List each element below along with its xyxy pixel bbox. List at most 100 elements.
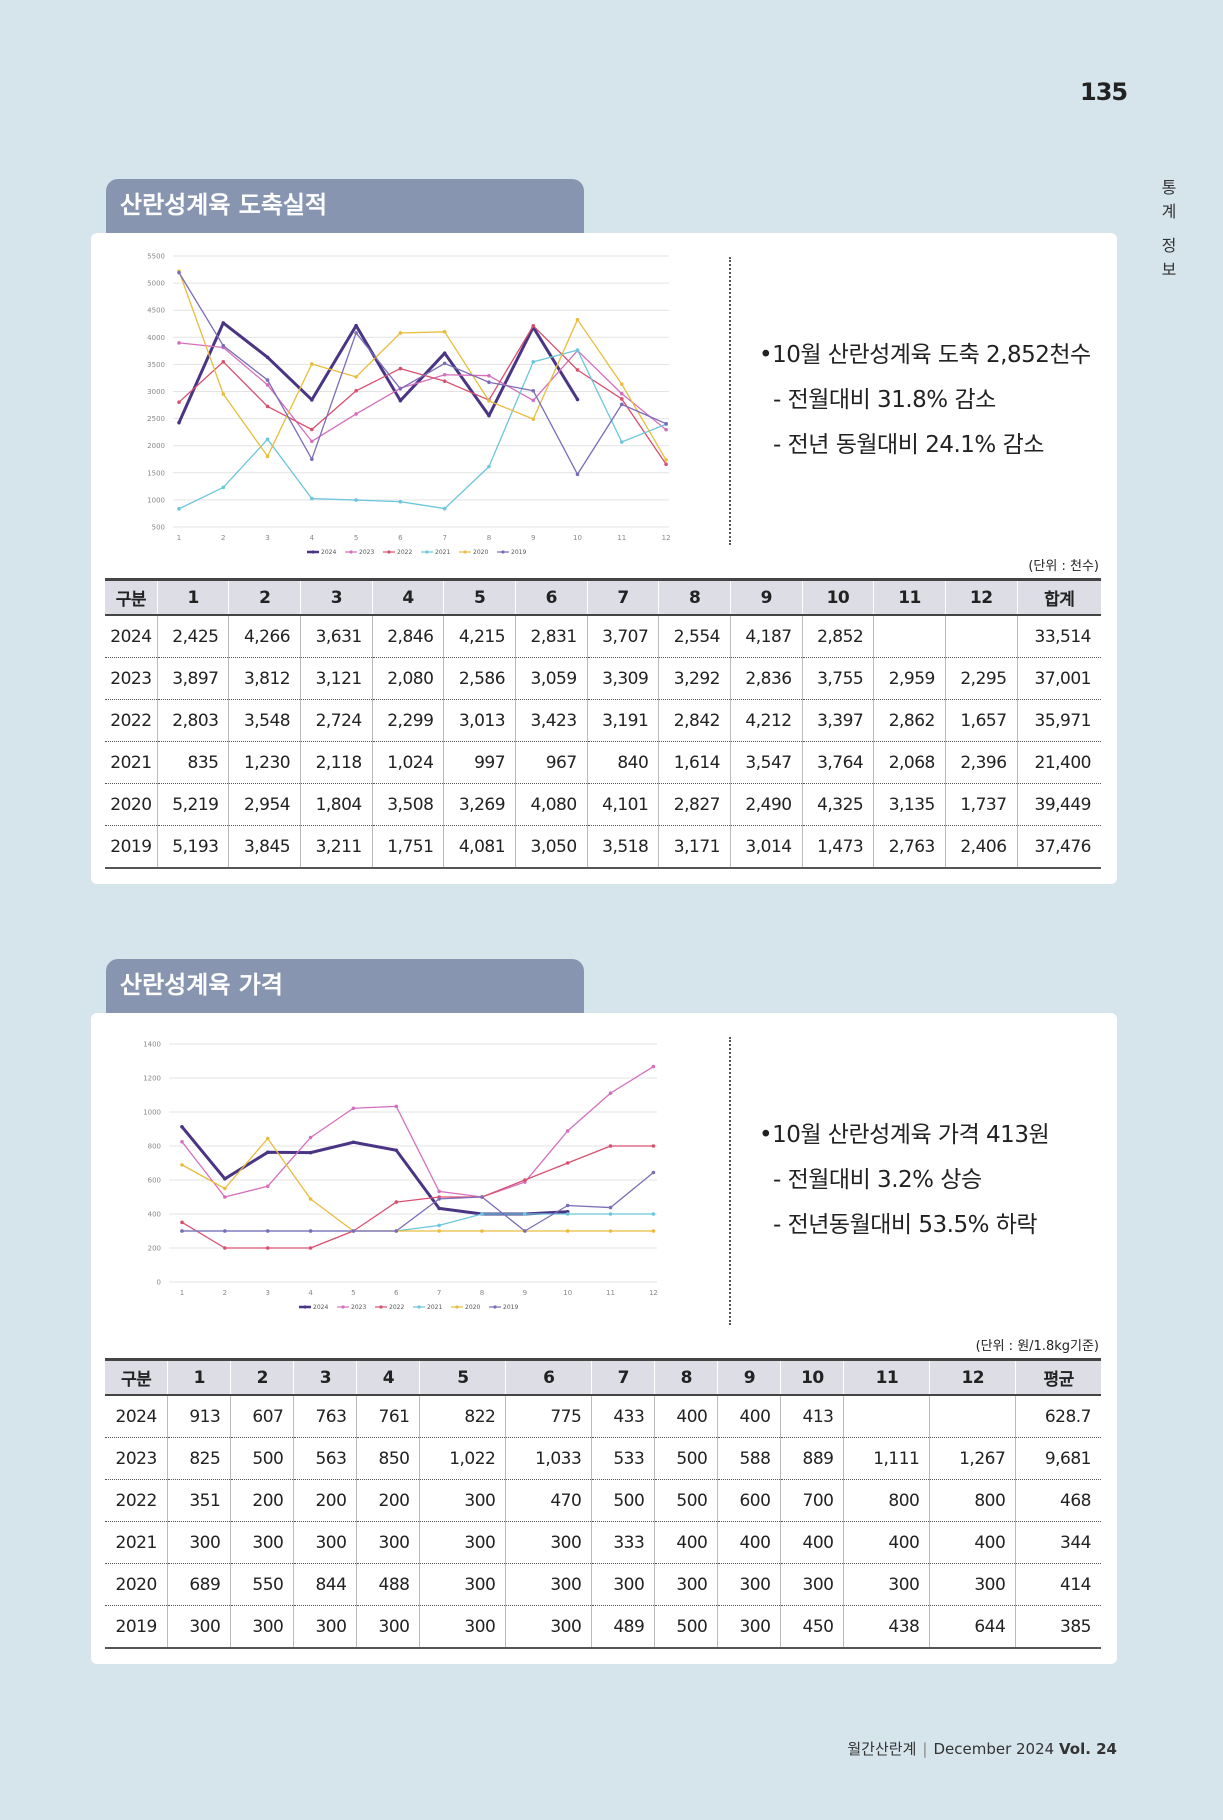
data-point-2023	[664, 427, 668, 432]
data-point-2024	[180, 1124, 184, 1129]
table-cell: 4,266	[228, 615, 301, 658]
table-cell: 3,812	[228, 657, 301, 700]
legend-label: 2020	[473, 549, 488, 556]
table-cell: 1,657	[944, 699, 1018, 742]
data-point-2022	[308, 1246, 313, 1250]
series-line-2021	[182, 1213, 654, 1232]
data-point-2020	[575, 317, 580, 322]
legend-marker-2023	[341, 1305, 345, 1309]
data-point-2024	[575, 397, 580, 402]
data-point-2022	[619, 397, 624, 401]
table-row: 2024 913 607 763 761 822 775 433 400 400 413 628.7	[105, 1395, 1101, 1438]
data-point-2022	[523, 1178, 527, 1182]
series-line-2023	[178, 342, 667, 443]
row-year: 2022	[105, 1479, 168, 1522]
table-cell: 761	[356, 1395, 420, 1438]
data-point-2023	[608, 1091, 613, 1095]
table-cell: 2,852	[801, 615, 874, 658]
table-row: 2020 5,219 2,954 1,804 3,508 3,269 4,080 4,101 2…	[105, 783, 1101, 826]
table-cell: 37,001	[1016, 657, 1101, 700]
x-tick-label: 8	[487, 534, 491, 542]
data-point-2022	[651, 1144, 656, 1148]
y-tick-label: 4000	[147, 334, 165, 342]
table-cell: 835	[156, 741, 229, 784]
data-point-2023	[619, 391, 624, 396]
table-row: 2019 300 300 300 300 300 300 489 500 300 450 438 644…	[105, 1605, 1101, 1649]
y-tick-label: 3500	[147, 361, 165, 369]
slaughter-panel: 500 1000 1500 2000 2500 3000 3500 4000 4500 5000 5…	[91, 233, 1117, 884]
table-cell: 533	[591, 1437, 655, 1480]
column-header: 구분	[115, 590, 147, 610]
table-cell: 489	[591, 1605, 655, 1649]
data-point-2021	[487, 464, 491, 469]
data-point-2021	[608, 1212, 613, 1216]
data-point-2022	[442, 379, 447, 383]
table-cell: 607	[230, 1395, 294, 1438]
data-point-2020	[308, 1197, 313, 1201]
y-tick-label: 800	[148, 1143, 161, 1151]
data-point-2020	[265, 454, 270, 459]
x-tick-label: 10	[573, 534, 582, 542]
y-tick-label: 1400	[143, 1041, 161, 1049]
row-year: 2022	[105, 699, 158, 742]
y-tick-label: 500	[152, 524, 165, 532]
table-cell: 400	[780, 1521, 844, 1564]
data-point-2020	[398, 331, 403, 335]
data-point-2024	[265, 355, 270, 360]
price-table: 구분 1 2 3 4 5 6 7 8 9 10 11 12 평균 2024 913 607 763 761 822 7…	[105, 1358, 1101, 1649]
table-cell: 500	[654, 1479, 718, 1522]
table-cell: 2,406	[944, 825, 1018, 869]
table-cell: 689	[167, 1563, 231, 1606]
row-year: 2023	[105, 1437, 168, 1480]
table-cell: 300	[780, 1563, 844, 1606]
series-line-2023	[181, 1066, 654, 1198]
table-cell: 2,954	[228, 783, 301, 826]
y-tick-label: 400	[148, 1211, 161, 1219]
table-cell: 300	[230, 1521, 294, 1564]
table-cell: 644	[929, 1605, 1016, 1649]
column-header: 1	[167, 1359, 231, 1395]
series-line-2020	[181, 1137, 654, 1232]
data-point-2019	[575, 472, 580, 477]
table-cell: 300	[717, 1563, 781, 1606]
footer-separator: |	[922, 1740, 928, 1758]
data-point-2019	[223, 1229, 227, 1233]
data-point-2021	[565, 1212, 570, 1216]
y-tick-label: 1200	[143, 1075, 161, 1083]
table-cell: 3,211	[300, 825, 373, 869]
legend-marker-2019	[501, 550, 505, 554]
data-point-2020	[437, 1229, 441, 1233]
table-cell: 300	[230, 1605, 294, 1649]
table-row: 2023 3,897 3,812 3,121 2,080 2,586 3,059 3,309 3…	[105, 657, 1101, 700]
column-header: 6	[515, 579, 588, 615]
data-point-2019	[265, 378, 270, 382]
table-cell: 2,846	[371, 615, 444, 658]
table-cell: 2,831	[515, 615, 588, 658]
x-tick-label: 9	[523, 1289, 527, 1297]
series-line-2019	[178, 272, 667, 475]
data-point-2019	[180, 1229, 184, 1233]
table-cell: 3,423	[515, 699, 588, 742]
data-point-2019	[351, 1229, 356, 1233]
table-cell: 300	[505, 1521, 592, 1564]
table-cell: 2,490	[729, 783, 803, 826]
legend-marker-2020	[463, 550, 467, 554]
data-point-2021	[354, 498, 358, 502]
row-year: 2019	[105, 1605, 168, 1649]
table-cell: 300	[654, 1563, 718, 1606]
data-point-2020	[565, 1229, 570, 1233]
data-point-2024	[398, 398, 403, 403]
data-point-2021	[651, 1212, 656, 1216]
table-cell: 5,219	[156, 783, 229, 826]
table-row: 2020 689 550 844 488 300 300 300 300 300 300 300 300…	[105, 1563, 1101, 1606]
row-year: 2021	[105, 1521, 168, 1564]
table-cell: 3,764	[801, 741, 874, 784]
table-cell: 400	[843, 1521, 930, 1564]
x-tick-label: 3	[265, 534, 269, 542]
table-cell: 438	[843, 1605, 930, 1649]
column-header: 7	[586, 579, 659, 615]
price-summary: •10월 산란성계육 가격 413원 - 전월대비 3.2% 상승 - 전년동월…	[759, 1113, 1050, 1248]
data-point-2024	[223, 1177, 227, 1181]
data-point-2021	[480, 1212, 484, 1216]
table-cell: 844	[293, 1563, 357, 1606]
